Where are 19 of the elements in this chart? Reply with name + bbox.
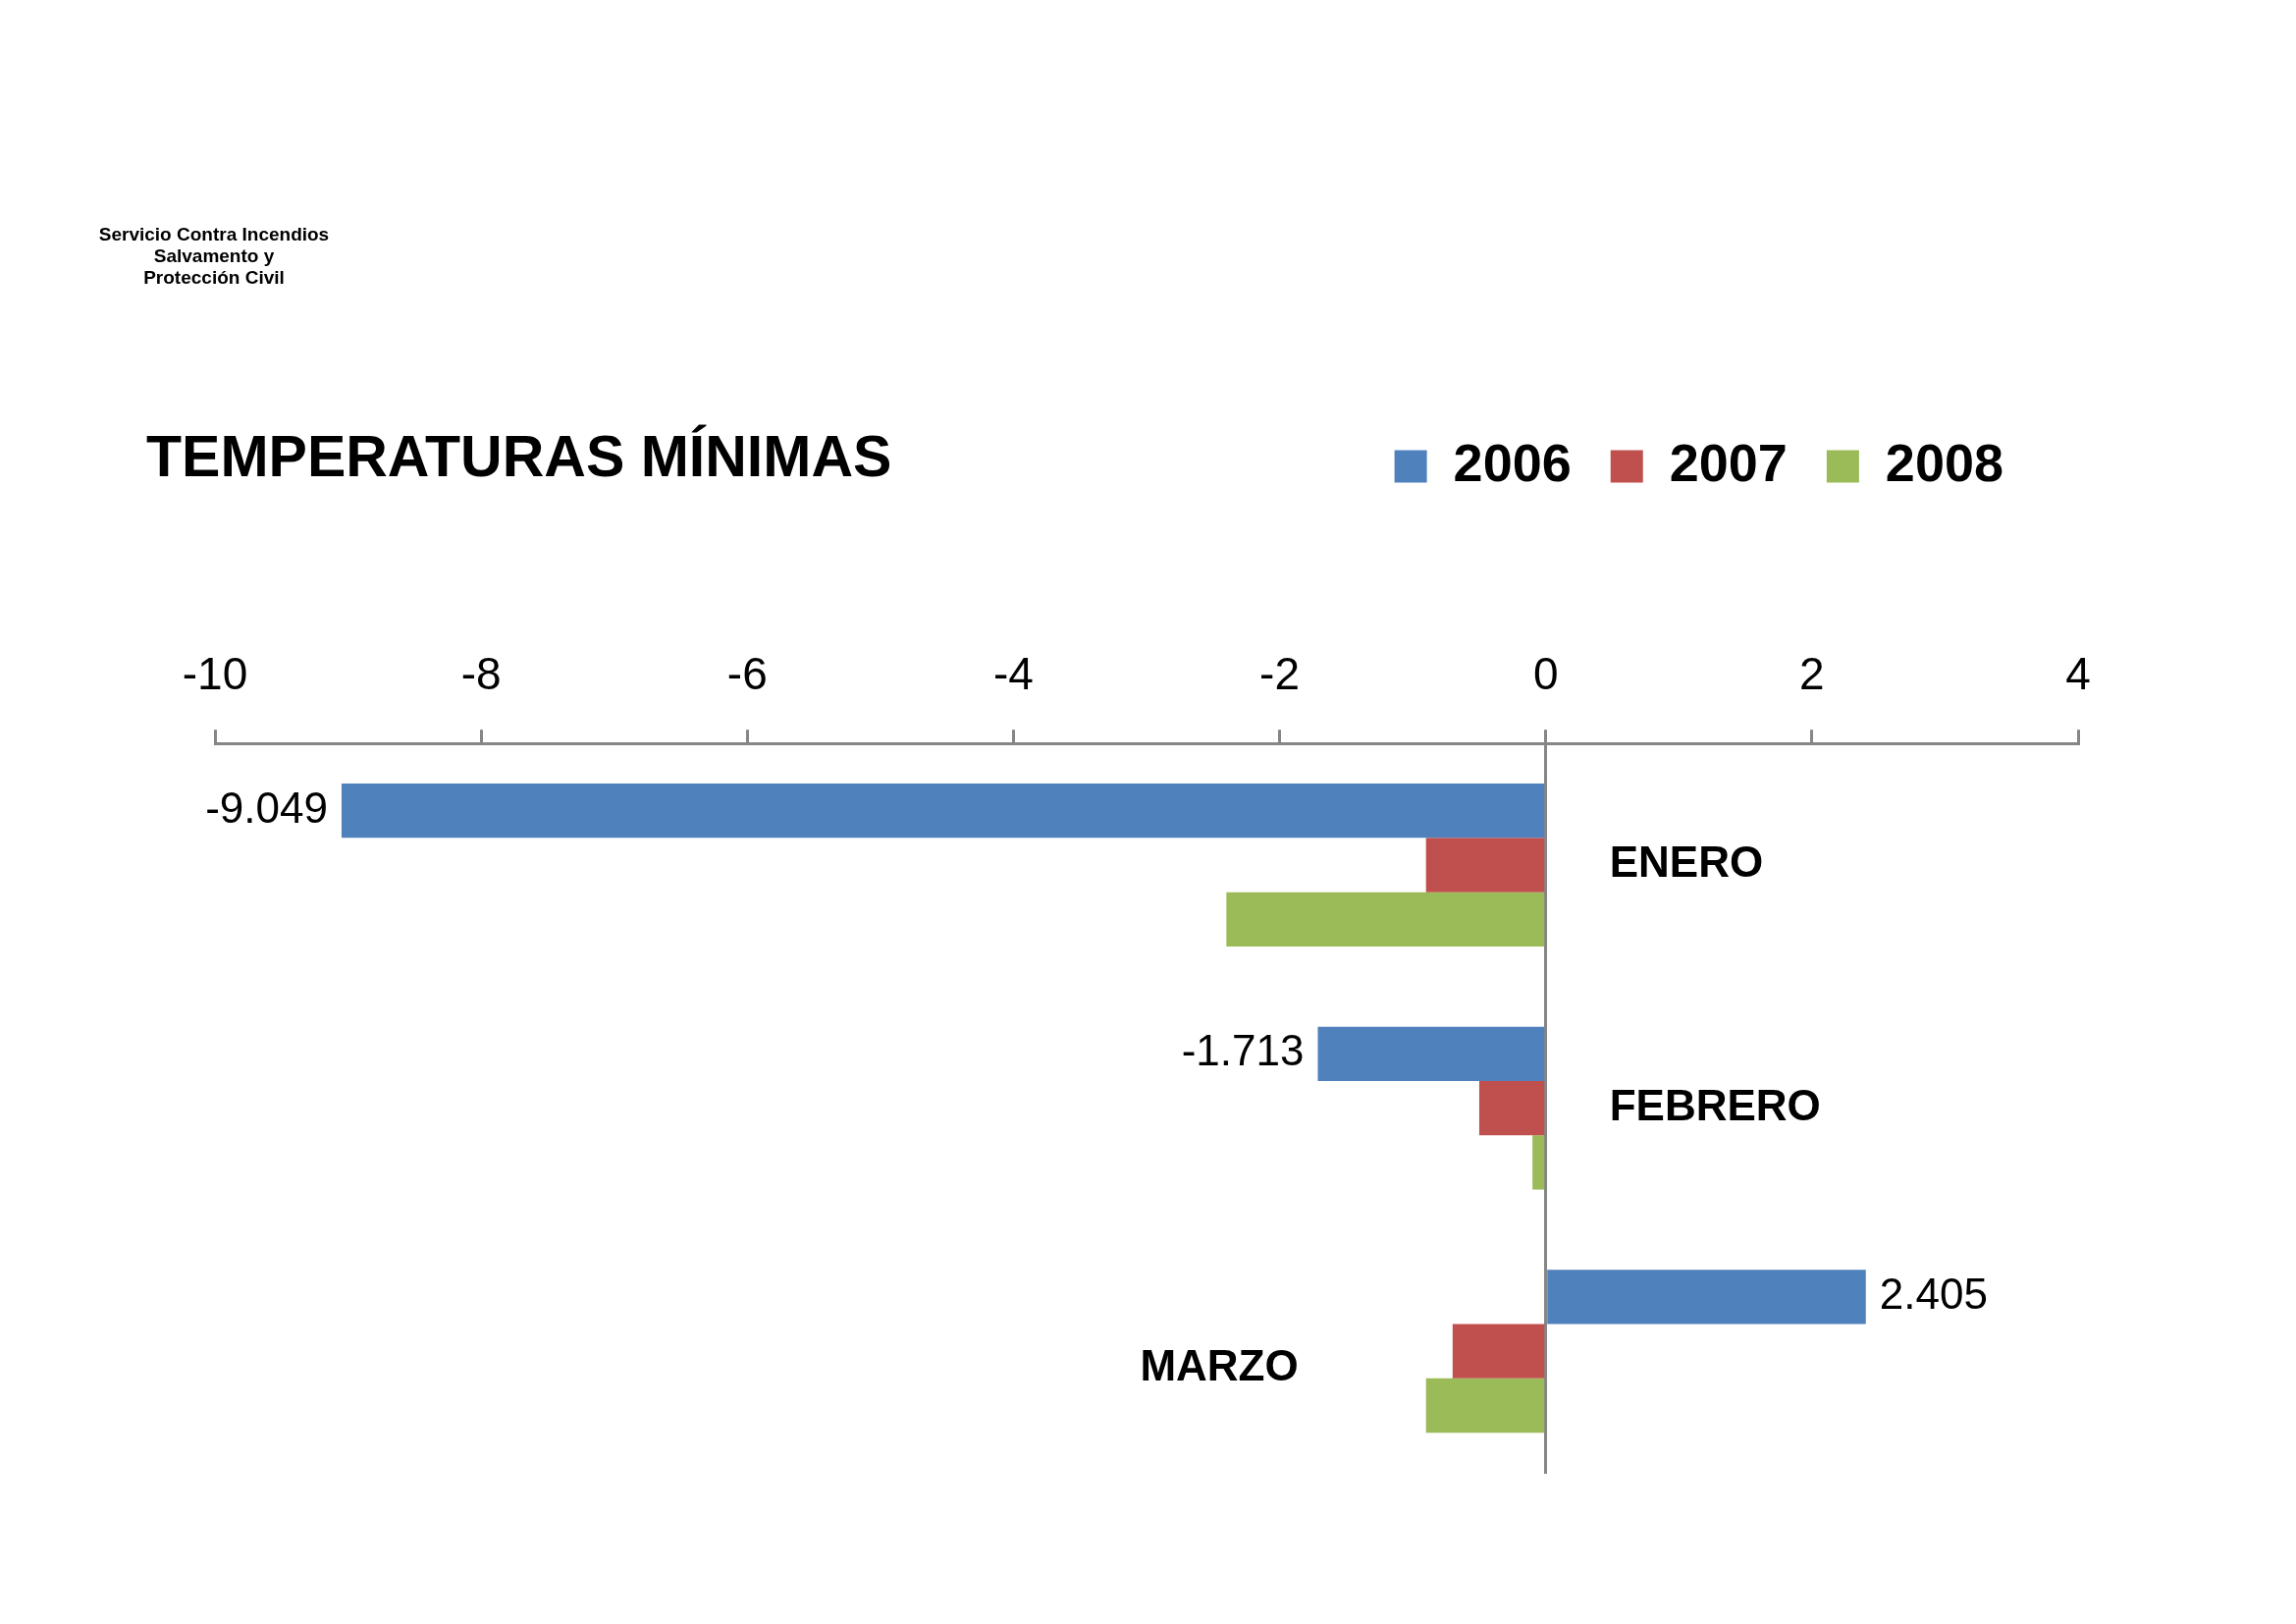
data-label: 2.405 [1879,1270,1988,1319]
x-tick-label: -10 [182,648,248,700]
legend-label: 2006 [1453,432,1572,492]
chart-title: TEMPERATURAS MÍNIMAS [146,424,892,489]
x-tick-label: -4 [992,648,1034,700]
x-tick-label: -2 [1259,648,1301,700]
data-label: -9.049 [205,783,328,832]
x-tick-label: -6 [726,648,768,700]
x-tick-label: 0 [1532,648,1559,700]
legend-label: 2008 [1885,432,2004,492]
x-tick-label: 4 [2065,648,2091,700]
x-tick-label: 2 [1799,648,1825,700]
text: Servicio Contra Incendios Salvamento y Protección Civil [98,224,330,289]
y-tick-label: ENERO [1609,838,1764,887]
y-tick-label: MARZO [1140,1341,1299,1390]
legend-label: 2007 [1669,432,1788,492]
data-label: -1.713 [1181,1026,1305,1075]
y-tick-label: FEBRERO [1609,1080,1821,1129]
x-tick-label: -8 [460,648,502,700]
